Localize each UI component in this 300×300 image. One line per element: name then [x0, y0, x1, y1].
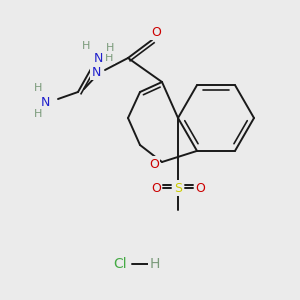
Text: H: H — [106, 43, 114, 53]
Text: O: O — [195, 182, 205, 194]
Text: H: H — [34, 83, 42, 93]
Text: S: S — [174, 182, 182, 194]
Text: O: O — [149, 158, 159, 170]
Text: H: H — [150, 257, 160, 271]
Text: Cl: Cl — [113, 257, 127, 271]
Text: H: H — [34, 109, 42, 119]
Text: N: N — [92, 65, 101, 79]
Text: N: N — [93, 52, 103, 64]
Text: N: N — [40, 95, 50, 109]
Text: O: O — [151, 26, 161, 38]
Text: O: O — [151, 182, 161, 194]
Text: H: H — [82, 41, 90, 51]
Text: H: H — [105, 53, 113, 63]
